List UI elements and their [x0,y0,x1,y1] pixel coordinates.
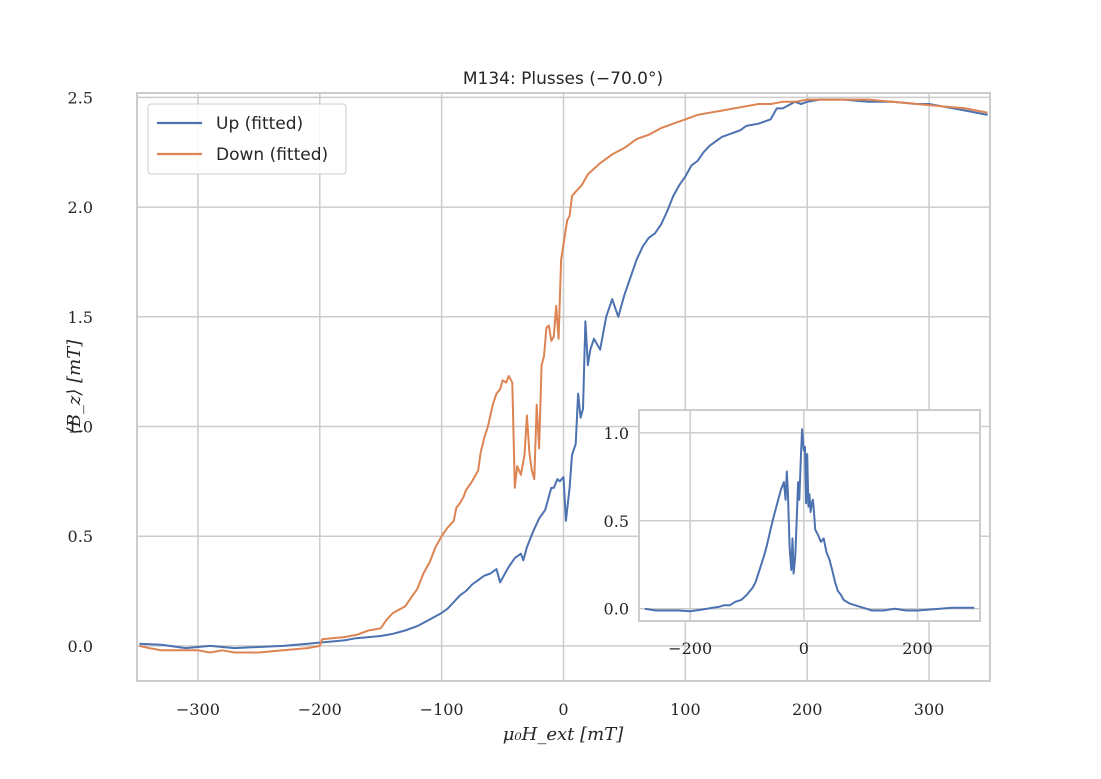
x-axis-label: μ₀H_ext [mT] [503,724,624,745]
main-series-line-up [139,98,988,650]
main-x-tick-label: −300 [176,700,220,719]
main-x-tick-label: 0 [558,700,568,719]
main-y-tick-labels: 0.0 0.5 1.0 1.5 2.0 2.5 [68,88,93,656]
main-x-tick-label: −100 [420,700,464,719]
legend-label-up: Up (fitted) [216,114,303,134]
inset-x-tick-label: 200 [902,639,933,658]
inset-y-tick-labels: 0.0 0.5 1.0 [604,424,629,619]
main-y-tick-label: 1.5 [68,308,93,327]
legend-box [147,103,347,175]
main-y-tick-label: 0.5 [68,527,93,546]
main-series-line-down [139,98,988,654]
inset-background [639,410,980,621]
main-series-group [139,98,988,654]
main-x-tick-label: −200 [298,700,342,719]
y-axis-label: ⟨B_z⟩ [mT] [64,339,85,435]
main-x-tick-label: 100 [670,700,701,719]
inset-y-tick-label: 1.0 [604,424,629,443]
main-y-tick-label: 2.5 [68,88,93,107]
legend-label-down: Down (fitted) [216,145,328,165]
main-x-tick-label: 200 [792,700,823,719]
inset-x-tick-label: −200 [668,639,712,658]
main-plot-frame [136,92,991,682]
inset-y-tick-label: 0.0 [604,600,629,619]
inset-x-tick-label: 0 [799,639,809,658]
legend: Up (fitted) Down (fitted) [147,103,347,175]
inset-gridlines [639,410,980,621]
main-y-tick-label: 0.0 [68,637,93,656]
main-y-tick-label: 1.0 [68,417,93,436]
inset-x-tick-labels: −200 0 200 [668,639,933,658]
inset-series-line-series0 [644,428,975,613]
main-y-tick-label: 2.0 [68,198,93,217]
chart-title: M134: Plusses (−70.0°) [463,69,663,89]
inset-series-group [644,428,975,613]
inset-y-tick-label: 0.5 [604,512,629,531]
main-x-tick-labels: −300 −200 −100 0 100 200 300 [176,700,944,719]
inset-plot-frame [638,409,981,622]
main-x-tick-label: 300 [914,700,945,719]
